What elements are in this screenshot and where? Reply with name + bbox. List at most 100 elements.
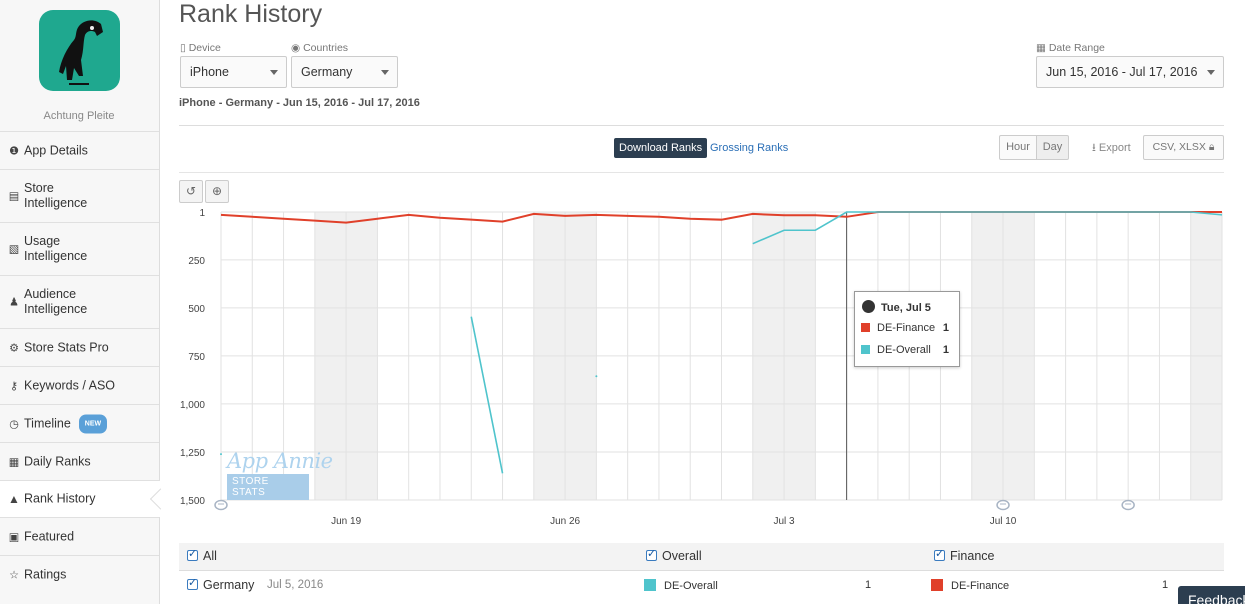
country-cell[interactable]: Germany bbox=[187, 576, 255, 592]
export-label-text: Export bbox=[1098, 142, 1131, 154]
device-select[interactable]: iPhone bbox=[180, 56, 287, 88]
all-checkbox-cell[interactable]: All bbox=[187, 547, 217, 563]
undo-icon: ↺ bbox=[185, 184, 197, 198]
finance-cell: DE-Finance bbox=[931, 579, 1009, 592]
device-select-value: iPhone bbox=[190, 65, 229, 79]
arrow-up-icon: ▲ bbox=[8, 492, 20, 506]
finance-checkbox-cell[interactable]: Finance bbox=[934, 547, 995, 563]
chart-tooltip: Tue, Jul 5 DE-Finance 1 DE-Overall 1 bbox=[854, 291, 960, 367]
table-row: Germany Jul 5, 2016 DE-Overall 1 DE-Fina… bbox=[179, 572, 1224, 604]
featured-icon: ▣ bbox=[8, 531, 20, 543]
sidebar-item-featured[interactable]: ▣ Featured bbox=[0, 517, 159, 555]
sidebar-item-label-wrap: Timeline NEW bbox=[24, 414, 108, 433]
zoom-button[interactable]: ⊕ bbox=[205, 180, 229, 203]
y-tick-label: 1,500 bbox=[180, 496, 205, 507]
export-label: ⭳ Export bbox=[1092, 139, 1131, 158]
sidebar-item-app-details[interactable]: ❶ App Details bbox=[0, 131, 159, 169]
clock-icon: ◷ bbox=[9, 418, 19, 430]
series-line-de-overall bbox=[752, 211, 1223, 245]
globe-icon bbox=[862, 300, 875, 313]
chart-separator bbox=[179, 172, 1224, 173]
y-tick-label: 250 bbox=[188, 256, 205, 267]
calendar-icon: ▦ bbox=[1036, 42, 1046, 54]
comment-marker bbox=[996, 499, 1010, 511]
checkbox[interactable] bbox=[646, 547, 657, 561]
finance-series-name: DE-Finance bbox=[951, 580, 1010, 592]
checkbox[interactable] bbox=[187, 576, 198, 590]
finance-swatch bbox=[861, 323, 870, 332]
date-range-select[interactable]: Jun 15, 2016 - Jul 17, 2016 bbox=[1036, 56, 1224, 88]
sidebar-item-ratings[interactable]: ☆ Ratings bbox=[0, 555, 159, 593]
sidebar-item-label: Ratings bbox=[24, 567, 67, 581]
y-tick-label: 750 bbox=[188, 352, 205, 363]
series-lines bbox=[220, 211, 1223, 474]
overall-swatch bbox=[644, 579, 656, 591]
day-button[interactable]: Day bbox=[1036, 135, 1069, 160]
overall-series-name: DE-Overall bbox=[664, 580, 718, 592]
page-title: Rank History bbox=[179, 0, 323, 28]
sidebar-item-store-stats-pro[interactable]: ⚙ Store Stats Pro bbox=[0, 328, 159, 366]
finance-swatch bbox=[931, 579, 943, 591]
tab-grossing-ranks[interactable]: Grossing Ranks bbox=[710, 142, 789, 154]
comment-marker bbox=[1121, 499, 1135, 511]
globe-icon: ◉ bbox=[291, 42, 301, 54]
gridlines bbox=[220, 211, 1223, 501]
country-name: Germany bbox=[203, 578, 255, 592]
divider bbox=[179, 125, 1224, 126]
x-tick-label: Jun 19 bbox=[331, 516, 361, 527]
sidebar-item-rank-history[interactable]: ▲ Rank History bbox=[0, 480, 160, 517]
hour-button[interactable]: Hour bbox=[999, 135, 1037, 160]
download-icon: ⭳ bbox=[1092, 142, 1096, 154]
sidebar-item-label: Daily Ranks bbox=[24, 454, 91, 468]
series-point bbox=[595, 375, 598, 378]
sidebar-item-label: Featured bbox=[24, 529, 75, 543]
reset-zoom-button[interactable]: ↺ bbox=[179, 180, 203, 203]
sidebar-item-store-intelligence[interactable]: ▤ Store Intelligence bbox=[0, 169, 159, 222]
overall-checkbox-cell[interactable]: Overall bbox=[646, 547, 702, 563]
sidebar-item-label: Rank History bbox=[24, 491, 96, 506]
y-tick-label: 1,250 bbox=[180, 448, 205, 459]
comment-marker bbox=[214, 499, 228, 511]
checkbox[interactable] bbox=[934, 547, 945, 561]
overall-swatch bbox=[861, 345, 870, 354]
calendar-icon: ▦ bbox=[8, 456, 20, 468]
finance-label: Finance bbox=[950, 549, 995, 563]
checkbox[interactable] bbox=[187, 547, 198, 561]
sidebar-item-usage-intelligence[interactable]: ▧ Usage Intelligence bbox=[0, 222, 159, 275]
sidebar-item-label: App Details bbox=[24, 143, 88, 157]
countries-select-value: Germany bbox=[301, 65, 353, 79]
overall-cell: DE-Overall bbox=[644, 579, 718, 592]
vulture-icon bbox=[59, 20, 103, 85]
watermark-badge: STORE STATS bbox=[227, 474, 309, 500]
tooltip-series-name: DE-Finance bbox=[877, 322, 936, 334]
sidebar-item-label: Keywords / ASO bbox=[24, 378, 116, 392]
tooltip-date: Tue, Jul 5 bbox=[881, 302, 931, 314]
device-label: ▯ Device bbox=[180, 42, 221, 54]
person-icon: ♟ bbox=[9, 296, 19, 309]
tab-download-ranks[interactable]: Download Ranks bbox=[614, 138, 708, 158]
usage-icon: ▧ bbox=[8, 243, 20, 256]
export-formats: CSV, XLSX bbox=[1152, 141, 1206, 153]
zoom-icon: ⊕ bbox=[211, 184, 223, 198]
y-tick-label: 500 bbox=[188, 304, 205, 315]
sidebar-item-keywords-aso[interactable]: ⚷ Keywords / ASO bbox=[0, 366, 159, 404]
y-tick-label: 1,000 bbox=[180, 400, 205, 411]
finance-value-cell: 1 bbox=[1162, 579, 1169, 591]
sidebar-item-label: Store Intelligence bbox=[24, 181, 88, 210]
chevron-down-icon bbox=[1207, 70, 1215, 75]
sidebar-item-audience-intelligence[interactable]: ♟ Audience Intelligence bbox=[0, 275, 159, 328]
sidebar-item-daily-ranks[interactable]: ▦ Daily Ranks bbox=[0, 442, 159, 480]
app-icon[interactable] bbox=[39, 10, 120, 91]
overall-value-cell: 1 bbox=[865, 579, 872, 591]
key-icon: ⚷ bbox=[9, 380, 19, 392]
countries-label: ◉ Countries bbox=[291, 42, 348, 54]
countries-select[interactable]: Germany bbox=[291, 56, 398, 88]
app-annie-watermark: App Annie STORE STATS bbox=[227, 449, 333, 500]
export-csv-xlsx-button[interactable]: CSV, XLSX 🔒︎ bbox=[1143, 135, 1224, 160]
feedback-button[interactable]: Feedback bbox=[1178, 586, 1245, 604]
sidebar-item-timeline[interactable]: ◷ Timeline NEW bbox=[0, 404, 159, 442]
x-tick-label: Jul 3 bbox=[774, 516, 796, 527]
x-axis-ticks: Jun 19 Jun 26 Jul 3 Jul 10 bbox=[331, 516, 1017, 527]
